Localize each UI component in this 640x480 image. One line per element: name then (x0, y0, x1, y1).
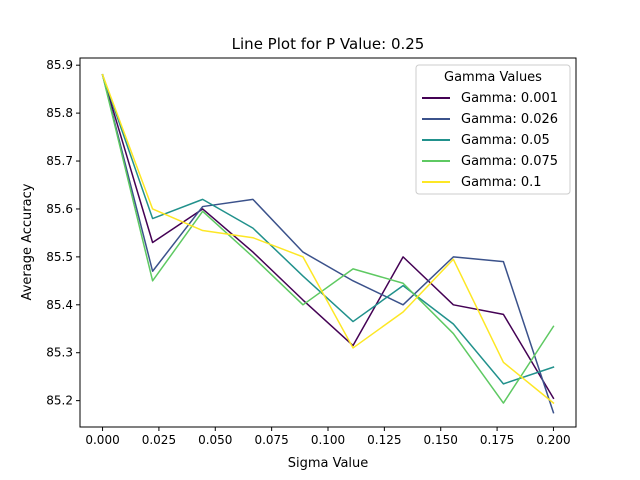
legend-box (415, 64, 571, 195)
x-axis-ticks: 0.000 0.025 0.050 0.075 0.100 0.125 0.150 0.175… (85, 427, 571, 447)
series-line-2 (101, 73, 555, 414)
y-tick-label: 85.5 (46, 250, 73, 264)
chart-title: Line Plot for P Value: 0.25 (232, 35, 425, 53)
x-tick-label: 0.075 (254, 433, 288, 447)
legend-label: Gamma: 0.1 (461, 175, 542, 190)
x-axis-label: Sigma Value (288, 456, 369, 471)
series-lines (101, 73, 555, 414)
x-tick-label: 0.150 (424, 433, 458, 447)
y-tick-label: 85.3 (46, 346, 73, 360)
x-tick-label: 0.000 (85, 433, 119, 447)
series-line-4 (101, 73, 555, 404)
y-tick-label: 85.9 (46, 58, 73, 72)
legend-label: Gamma: 0.001 (461, 91, 558, 106)
legend-entries: Gamma: 0.001 Gamma: 0.026 Gamma: 0.05 Gamma… (422, 91, 558, 190)
y-tick-label: 85.7 (46, 154, 73, 168)
x-tick-label: 0.050 (198, 433, 232, 447)
x-tick-label: 0.125 (367, 433, 401, 447)
x-tick-label: 0.175 (480, 433, 514, 447)
y-tick-label: 85.4 (46, 298, 73, 312)
x-tick-label: 0.100 (311, 433, 345, 447)
x-tick-label: 0.200 (536, 433, 570, 447)
y-axis-label: Average Accuracy (20, 183, 35, 300)
y-axis-ticks: 85.2 85.3 85.4 85.5 85.6 85.7 85.8 85.9 (46, 58, 80, 408)
y-tick-label: 85.8 (46, 106, 73, 120)
x-tick-label: 0.025 (142, 433, 176, 447)
series-line-3 (101, 73, 555, 385)
legend-label: Gamma: 0.075 (461, 154, 558, 169)
legend-title: Gamma Values (444, 70, 542, 85)
legend-label: Gamma: 0.05 (461, 133, 550, 148)
legend-label: Gamma: 0.026 (461, 112, 558, 127)
series-line-5 (101, 73, 555, 405)
y-tick-label: 85.2 (46, 394, 73, 408)
y-tick-label: 85.6 (46, 202, 73, 216)
